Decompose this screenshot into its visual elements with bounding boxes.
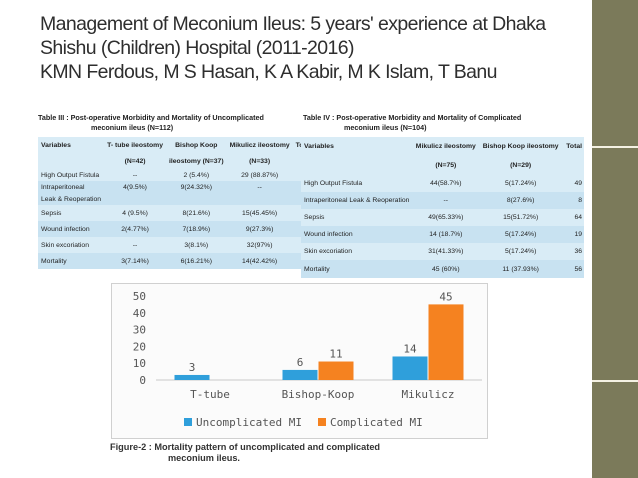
table-row: Mortality 45 (60%) 11 (37.93%) 56 xyxy=(301,260,584,278)
legend-swatch xyxy=(318,418,326,426)
table4: Variables Mikulicz ileostomy Bishop Koop… xyxy=(301,137,584,278)
title-authors: KMN Ferdous, M S Hasan, K A Kabir, M K I… xyxy=(40,61,497,83)
table-header-row: Variables Mikulicz ileostomy Bishop Koop… xyxy=(304,142,582,150)
title-line: Management of Meconium Ileus: 5 years' e… xyxy=(40,13,546,35)
y-tick-label: 40 xyxy=(133,307,146,320)
bar-complicated-mi xyxy=(318,361,354,380)
legend-label: Complicated MI xyxy=(330,416,423,429)
data-label: 3 xyxy=(189,361,196,374)
bar-uncomplicated-mi xyxy=(282,369,318,380)
data-label: 11 xyxy=(329,348,342,361)
legend-swatch xyxy=(184,418,192,426)
bar-uncomplicated-mi xyxy=(392,356,428,380)
table-row: Intraperitoneal Leak & Reoperation -- 8(27… xyxy=(301,192,584,209)
table-row: Leak & Reoperation xyxy=(38,193,314,205)
figure-caption: Figure-2 : Mortality pattern of uncompli… xyxy=(110,442,381,463)
table-header-row: Variables T- tube ileostomy Bishop Koop … xyxy=(41,141,311,149)
y-tick-label: 10 xyxy=(133,357,146,370)
table3: Variables T- tube ileostomy Bishop Koop … xyxy=(38,137,314,269)
slide-title: Management of Meconium Ileus: 5 years' e… xyxy=(40,12,580,84)
bar-uncomplicated-mi xyxy=(174,374,210,380)
table-row: Sepsis 49(65.33%) 15(51.72%) 64 xyxy=(304,214,582,221)
table-row: Skin excoriation--3(8.1%)32(97%)35 xyxy=(41,241,311,249)
x-tick-label: Bishop-Koop xyxy=(282,388,355,401)
sidebar-divider xyxy=(592,146,638,148)
data-label: 6 xyxy=(297,356,304,369)
table4-caption: Table IV : Post-operative Morbidity and … xyxy=(303,113,522,132)
mortality-chart: 0 10 20 30 40 50 3 T-tube 6 11 Bishop-Koop 14 45 Miku… xyxy=(111,283,488,439)
sidebar-divider xyxy=(592,380,638,382)
data-label: 45 xyxy=(439,290,452,303)
y-tick-label: 0 xyxy=(139,374,146,387)
title-line: Shishu (Children) Hospital (2011-2016) xyxy=(40,37,355,59)
x-tick-label: T-tube xyxy=(190,388,230,401)
table-row: Wound infection2(4.77%)7(18.9%)9(27.3%)1… xyxy=(38,221,314,237)
table-subheader-row: (N=75) (N=29) xyxy=(435,161,532,169)
mortality-bar-chart: 0 10 20 30 40 50 3 T-tube 6 11 Bishop-Koop 14 45 Miku… xyxy=(133,290,482,429)
table-row: Skin excoriation 31(41.33%) 5(17.24%) 36 xyxy=(304,248,582,255)
table-subheader-row: (N=42) ileostomy (N=37) (N=33) xyxy=(124,157,271,165)
data-label: 14 xyxy=(403,342,417,355)
table3-caption: Table III : Post-operative Morbidity and… xyxy=(38,113,264,132)
x-tick-label: Mikulicz xyxy=(402,388,455,401)
sidebar-accent xyxy=(592,0,638,478)
y-tick-label: 50 xyxy=(133,290,146,303)
y-tick-label: 20 xyxy=(133,340,146,353)
table-row: High Output Fistula 44(58.7%) 5(17.24%) 49 xyxy=(304,180,582,187)
legend-label: Uncomplicated MI xyxy=(196,416,302,429)
table-row: Wound infection 14 (18.7%) 5(17.24%) 19 xyxy=(301,226,584,243)
bar-complicated-mi xyxy=(428,304,464,380)
table-row: High Output Fistula -- 2 (5.4%) 29 (88.87%)… xyxy=(41,171,311,179)
y-tick-label: 30 xyxy=(133,324,146,337)
